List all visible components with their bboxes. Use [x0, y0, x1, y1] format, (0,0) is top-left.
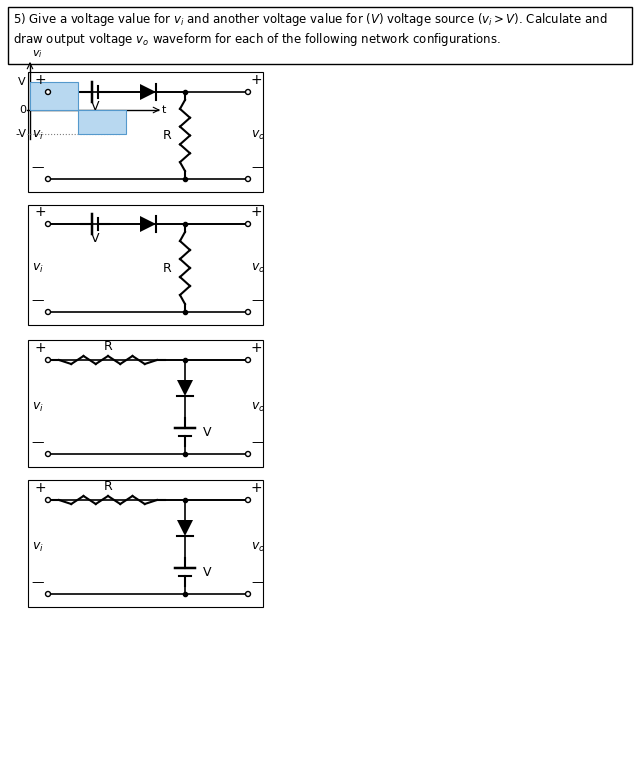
Text: R: R: [104, 479, 113, 493]
Bar: [78, 110, 126, 134]
Text: V: V: [91, 101, 99, 113]
Text: $v_i$: $v_i$: [32, 400, 44, 414]
Bar: [30, 82, 78, 110]
Polygon shape: [140, 216, 156, 232]
Text: 0: 0: [19, 105, 26, 115]
Text: —: —: [32, 576, 44, 589]
Text: +: +: [250, 205, 262, 219]
Text: $v_o$: $v_o$: [251, 261, 265, 274]
Text: draw output voltage $v_o$ waveform for each of the following network configurati: draw output voltage $v_o$ waveform for e…: [13, 31, 501, 48]
Text: t: t: [162, 105, 166, 115]
Text: —: —: [32, 294, 44, 307]
Text: +: +: [34, 481, 46, 495]
Text: $v_o$: $v_o$: [251, 400, 265, 414]
Circle shape: [45, 451, 51, 457]
Text: $v_i$: $v_i$: [32, 540, 44, 554]
Text: —: —: [252, 294, 264, 307]
Text: +: +: [34, 341, 46, 355]
Polygon shape: [177, 380, 193, 396]
Text: V: V: [91, 232, 99, 246]
Text: —: —: [252, 161, 264, 174]
Text: R: R: [104, 339, 113, 353]
Text: R: R: [163, 261, 172, 274]
Bar: [28, 72, 263, 192]
Text: $v_i$: $v_i$: [32, 48, 43, 60]
Text: +: +: [250, 73, 262, 87]
Circle shape: [246, 177, 250, 181]
Circle shape: [45, 497, 51, 503]
Bar: [28, 340, 263, 467]
Circle shape: [45, 177, 51, 181]
Text: —: —: [252, 436, 264, 449]
Text: $v_o$: $v_o$: [251, 129, 265, 142]
Bar: [28, 205, 263, 325]
Circle shape: [45, 89, 51, 95]
Text: V: V: [19, 77, 26, 87]
Text: $v_o$: $v_o$: [251, 540, 265, 554]
Circle shape: [45, 221, 51, 227]
Text: -V: -V: [15, 129, 26, 139]
Bar: [8, 7, 632, 64]
Text: V: V: [203, 425, 211, 439]
Text: +: +: [34, 205, 46, 219]
Circle shape: [246, 221, 250, 227]
Polygon shape: [140, 84, 156, 100]
Polygon shape: [177, 520, 193, 536]
Circle shape: [45, 310, 51, 314]
Circle shape: [45, 357, 51, 363]
Text: —: —: [32, 161, 44, 174]
Text: —: —: [32, 436, 44, 449]
Text: R: R: [163, 129, 172, 142]
Text: +: +: [34, 73, 46, 87]
Circle shape: [246, 497, 250, 503]
Circle shape: [45, 591, 51, 597]
Text: 5) Give a voltage value for $v_i$ and another voltage value for ($V$) voltage so: 5) Give a voltage value for $v_i$ and an…: [13, 12, 607, 28]
Circle shape: [246, 451, 250, 457]
Circle shape: [246, 357, 250, 363]
Text: V: V: [203, 565, 211, 579]
Text: $v_i$: $v_i$: [32, 129, 44, 142]
Bar: [28, 480, 263, 607]
Text: +: +: [250, 341, 262, 355]
Circle shape: [246, 591, 250, 597]
Text: +: +: [250, 481, 262, 495]
Circle shape: [246, 310, 250, 314]
Text: —: —: [252, 576, 264, 589]
Circle shape: [246, 89, 250, 95]
Text: $v_i$: $v_i$: [32, 261, 44, 274]
